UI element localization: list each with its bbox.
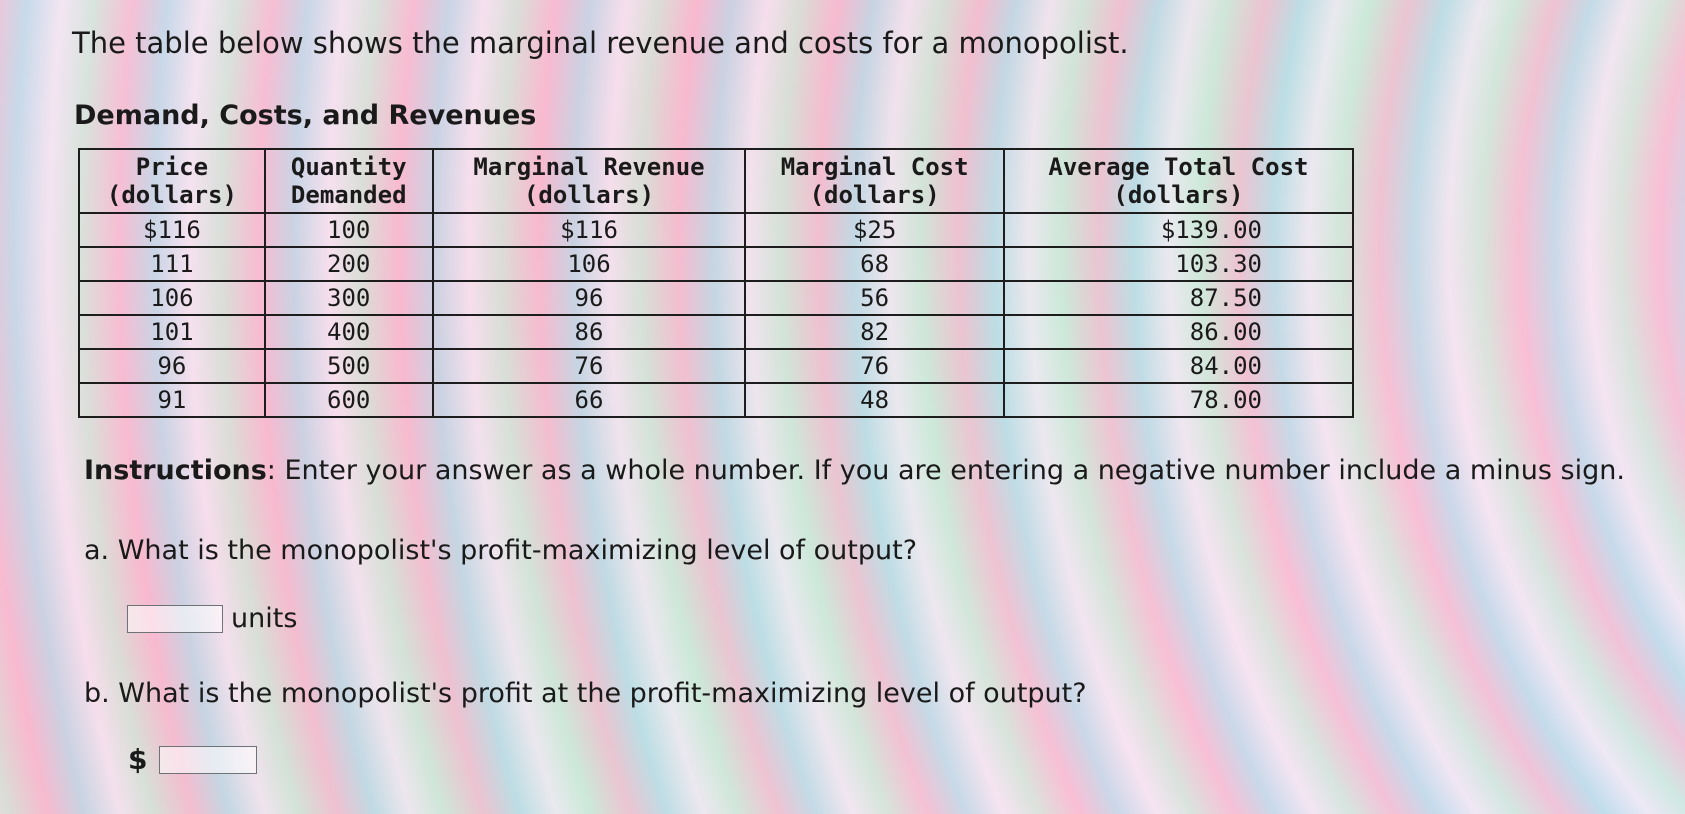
instructions-text: : Enter your answer as a whole number. I…: [266, 455, 1625, 486]
cell-quantity: 300: [263, 280, 434, 316]
instructions-label: Instructions: [84, 455, 267, 486]
cell-average-total-cost: 86.00: [1002, 314, 1355, 350]
cell-price: $116: [78, 212, 266, 248]
table-header-row: Price (dollars) Quantity Demanded Marginal…: [78, 148, 1355, 214]
question-a-text: a. What is the monopolist's profit-maxim…: [84, 535, 918, 566]
cell-price: 106: [78, 280, 266, 316]
cell-average-total-cost: 84.00: [1002, 348, 1355, 384]
cell-marginal-revenue: 106: [431, 246, 747, 282]
cell-marginal-cost: 76: [744, 348, 1005, 384]
table-row: 106 300 96 56 87.50: [78, 280, 1355, 316]
output-answer-input[interactable]: [127, 604, 223, 633]
demand-costs-revenues-table: Price (dollars) Quantity Demanded Marginal…: [78, 148, 1355, 418]
cell-quantity: 600: [263, 382, 434, 418]
cell-marginal-revenue: 76: [431, 348, 747, 384]
table-title: Demand, Costs, and Revenues: [74, 100, 537, 131]
cell-average-total-cost: $139.00: [1002, 212, 1355, 248]
header-price: Price (dollars): [78, 148, 266, 214]
header-marginal-revenue: Marginal Revenue (dollars): [431, 148, 747, 214]
header-average-total-cost: Average Total Cost (dollars): [1002, 148, 1355, 214]
cell-quantity: 500: [263, 348, 434, 384]
cell-quantity: 200: [263, 246, 434, 282]
cell-quantity: 400: [263, 314, 434, 350]
table-row: 101 400 86 82 86.00: [78, 314, 1355, 350]
profit-answer-input[interactable]: [159, 745, 258, 774]
cell-marginal-cost: 48: [744, 382, 1005, 418]
cell-average-total-cost: 87.50: [1002, 280, 1355, 316]
cell-marginal-cost: 82: [744, 314, 1005, 350]
answer-row-b: $: [128, 743, 265, 776]
cell-marginal-cost: $25: [744, 212, 1005, 248]
cell-marginal-cost: 56: [744, 280, 1005, 316]
header-marginal-cost: Marginal Cost (dollars): [744, 148, 1005, 214]
cell-marginal-revenue: $116: [431, 212, 747, 248]
cell-price: 91: [78, 382, 266, 418]
table-row: 111 200 106 68 103.30: [78, 246, 1355, 282]
intro-text: The table below shows the marginal reven…: [72, 26, 1129, 60]
cell-marginal-revenue: 86: [431, 314, 747, 350]
instructions: Instructions: Enter your answer as a who…: [84, 455, 1625, 486]
units-label: units: [231, 603, 298, 634]
question-b-text: b. What is the monopolist's profit at th…: [84, 678, 1087, 709]
cell-price: 111: [78, 246, 266, 282]
table-row: 96 500 76 76 84.00: [78, 348, 1355, 384]
cell-price: 96: [78, 348, 266, 384]
header-quantity: Quantity Demanded: [263, 148, 434, 214]
cell-marginal-revenue: 66: [431, 382, 747, 418]
cell-price: 101: [78, 314, 266, 350]
cell-marginal-cost: 68: [744, 246, 1005, 282]
cell-quantity: 100: [263, 212, 434, 248]
table-row: $116 100 $116 $25 $139.00: [78, 212, 1355, 248]
answer-row-a: units: [127, 603, 297, 634]
table-row: 91 600 66 48 78.00: [78, 382, 1355, 418]
dollar-sign-label: $: [128, 743, 148, 776]
cell-average-total-cost: 78.00: [1002, 382, 1355, 418]
cell-marginal-revenue: 96: [431, 280, 747, 316]
cell-average-total-cost: 103.30: [1002, 246, 1355, 282]
